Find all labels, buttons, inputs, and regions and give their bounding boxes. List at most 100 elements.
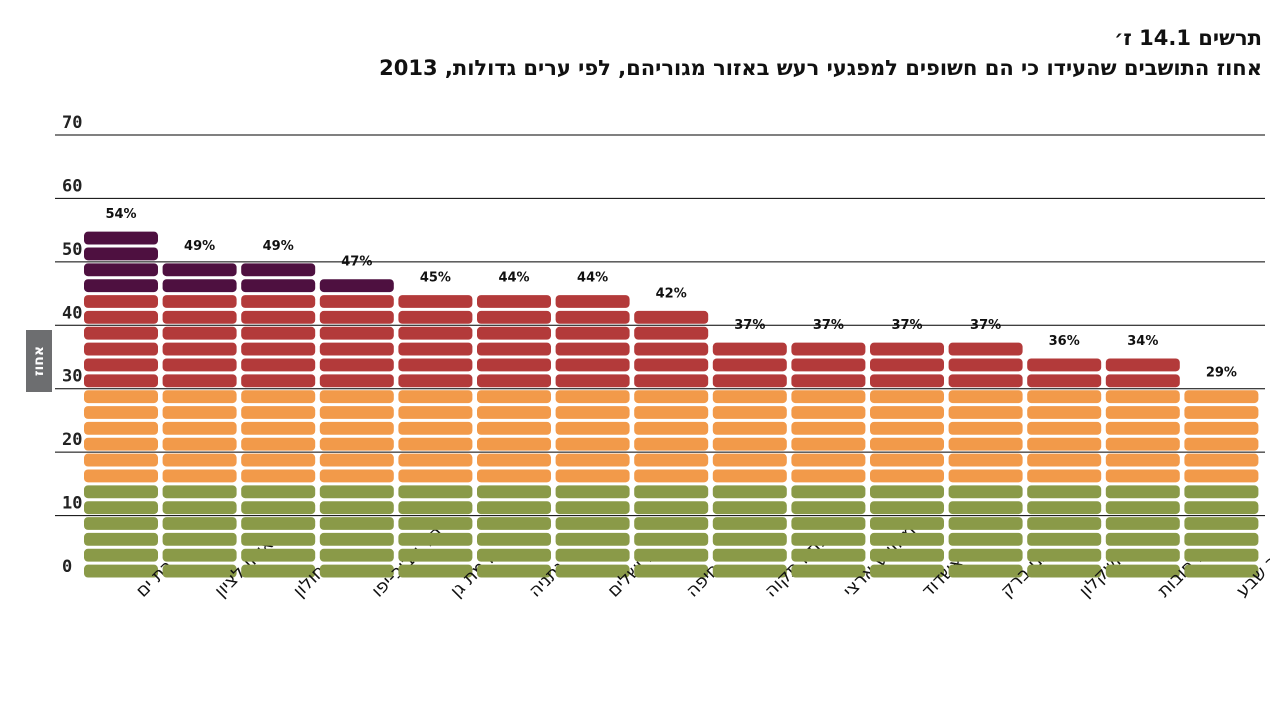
bar-block	[1105, 406, 1180, 419]
bar-block	[477, 469, 551, 483]
bar-block	[555, 295, 630, 308]
bar-block	[84, 437, 158, 451]
bar-block	[712, 485, 787, 499]
bar-block	[634, 517, 709, 530]
bar-block	[1105, 469, 1180, 483]
bar-block	[634, 548, 709, 562]
bar-block	[870, 517, 944, 530]
chart-subtitle: אחוז התושבים שהעידו כי הם חשופים למפגעי …	[379, 56, 1262, 80]
bar-block	[84, 247, 158, 261]
bar-block	[948, 437, 1023, 451]
bar-block	[477, 390, 551, 404]
bar-block	[84, 453, 158, 467]
bar-block	[712, 342, 787, 356]
bar-block	[1184, 548, 1259, 562]
bar-block	[162, 532, 237, 546]
bar-block	[1105, 485, 1180, 499]
bar-block	[1105, 421, 1180, 435]
bar-block	[84, 421, 158, 435]
bar-block	[1184, 564, 1259, 578]
bar-block	[162, 421, 237, 435]
bar-block	[162, 279, 237, 293]
bar-block	[712, 374, 787, 388]
bar-block	[712, 390, 787, 404]
bar-block	[477, 406, 551, 419]
bar-block	[477, 326, 551, 340]
data-label: 47%	[341, 255, 372, 270]
bar-block	[241, 469, 316, 483]
bar-block	[634, 342, 709, 356]
bar-block	[477, 374, 551, 388]
bar-block	[477, 532, 551, 546]
bar-block	[948, 532, 1023, 546]
bar-block	[870, 406, 944, 419]
bar-block	[555, 326, 630, 340]
bar-block	[162, 263, 237, 277]
data-label: 36%	[1049, 334, 1080, 349]
data-label: 34%	[1127, 334, 1158, 349]
bar-block	[84, 469, 158, 483]
bar-block	[319, 532, 394, 546]
bar-block	[477, 485, 551, 499]
bar-block	[162, 406, 237, 419]
bar-block	[241, 390, 316, 404]
bar-block	[1184, 485, 1259, 499]
bar-block	[241, 437, 316, 451]
bar-block	[241, 342, 316, 356]
bar-block	[319, 564, 394, 578]
bar-block	[1027, 548, 1102, 562]
bar-block	[398, 548, 473, 562]
bar-block	[1027, 532, 1102, 546]
bar-block	[84, 279, 158, 293]
bar-block	[791, 532, 866, 546]
bar-block	[398, 295, 473, 308]
data-label: 49%	[184, 239, 215, 254]
bar-block	[241, 548, 316, 562]
data-label: 45%	[420, 271, 451, 286]
bar-block	[241, 564, 316, 578]
bar-block	[1027, 517, 1102, 530]
bar-block	[477, 310, 551, 324]
bar-block	[555, 374, 630, 388]
bar-block	[84, 310, 158, 324]
bar-block	[948, 453, 1023, 467]
bar-block	[948, 501, 1023, 515]
bar-block	[555, 310, 630, 324]
bar-block	[1105, 564, 1180, 578]
bar-block	[634, 564, 709, 578]
bar-block	[84, 390, 158, 404]
y-tick-label: 70	[62, 113, 82, 133]
bar-block	[870, 421, 944, 435]
bar-block	[791, 374, 866, 388]
bar-block	[791, 501, 866, 515]
bar-block	[1105, 548, 1180, 562]
bar-block	[634, 390, 709, 404]
bar-block	[241, 263, 316, 277]
bar-block	[241, 517, 316, 530]
bar-block	[319, 469, 394, 483]
bar-block	[634, 326, 709, 340]
bar-block	[555, 469, 630, 483]
bar-block	[162, 469, 237, 483]
bar-block	[398, 374, 473, 388]
bar-block	[84, 374, 158, 388]
bar-block	[1027, 485, 1102, 499]
bar-block	[555, 437, 630, 451]
bar-block	[398, 501, 473, 515]
bar-block	[241, 421, 316, 435]
bar-block	[241, 374, 316, 388]
bar-block	[948, 485, 1023, 499]
bar-block	[398, 437, 473, 451]
bar-block	[398, 532, 473, 546]
bar-block	[84, 532, 158, 546]
bar-block	[84, 406, 158, 419]
bar-block	[1105, 517, 1180, 530]
bar-block	[241, 501, 316, 515]
bar-block	[319, 279, 394, 293]
bar-block	[162, 501, 237, 515]
bar-block	[791, 453, 866, 467]
bar-block	[477, 437, 551, 451]
bar-block	[948, 342, 1023, 356]
bar-block	[555, 485, 630, 499]
bar-block	[84, 548, 158, 562]
